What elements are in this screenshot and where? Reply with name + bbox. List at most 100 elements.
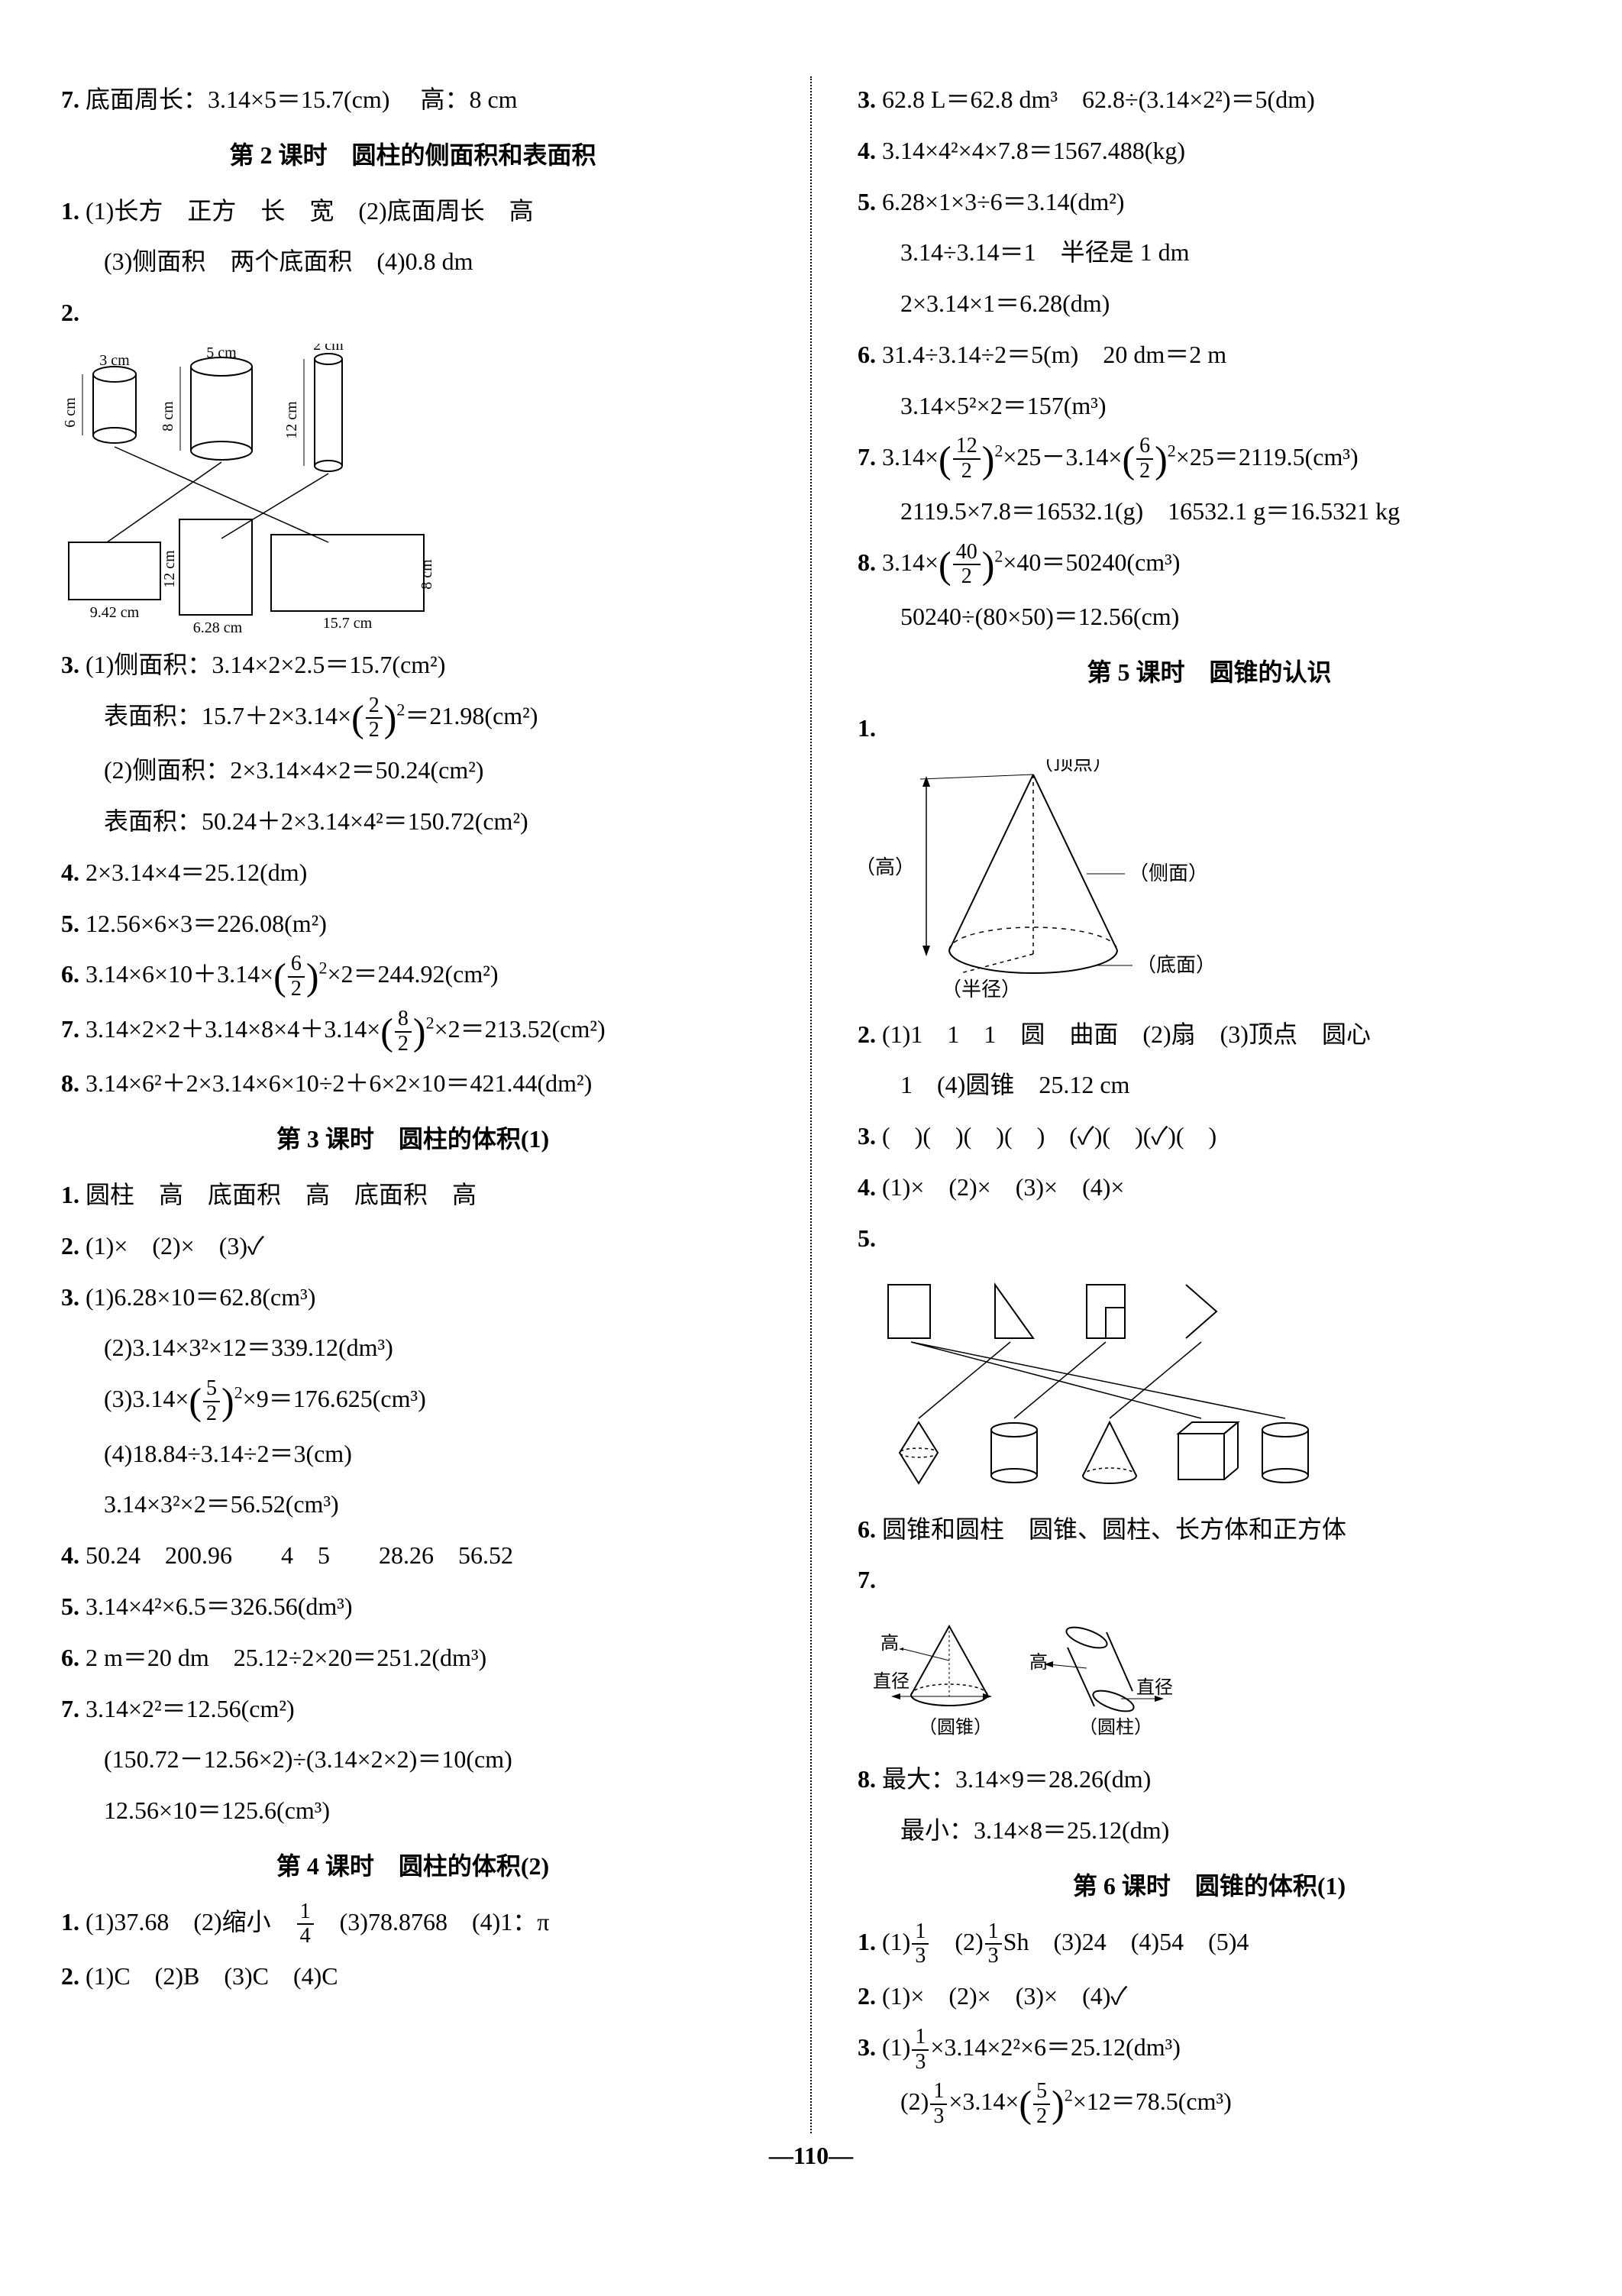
left-column: 7. 底面周长：3.14×5＝15.7(cm) 高：8 cm 第 2 课时 圆柱… [61, 76, 780, 2133]
question-number: 6. [61, 960, 79, 988]
answer-text: 6.28×1×3÷6＝3.14(dm²) [876, 188, 1124, 215]
svg-text:12 cm: 12 cm [161, 550, 178, 588]
answer-line: 6. 31.4÷3.14÷2＝5(m) 20 dm＝2 m [858, 331, 1561, 378]
answer-line: 7. 3.14×2²＝12.56(cm²) [61, 1686, 764, 1732]
answer-text: 3.14×2²＝12.56(cm²) [79, 1695, 295, 1722]
svg-text:高: 高 [1029, 1652, 1048, 1673]
svg-text:（侧面）: （侧面） [1129, 862, 1208, 884]
answer-text: (3)3.14× [104, 1385, 189, 1412]
svg-text:15.7 cm: 15.7 cm [323, 615, 373, 632]
question-number: 3. [61, 651, 79, 678]
answer-line: 表面积：15.7＋2×3.14×(22)2＝21.98(cm²) [61, 693, 764, 742]
svg-text:直径: 直径 [1136, 1677, 1173, 1698]
answer-text: (1)6.28×10＝62.8(cm³) [79, 1283, 315, 1311]
answer-line: 7. 3.14×2×2＋3.14×8×4＋3.14×(82)2×2＝213.52… [61, 1006, 764, 1056]
answer-text: (1)× (2)× (3)✓ [79, 1232, 264, 1260]
answer-line: 4. 2×3.14×4＝25.12(dm) [61, 849, 764, 896]
answer-line: 6. 圆锥和圆柱 圆锥、圆柱、长方体和正方体 [858, 1506, 1561, 1553]
svg-text:5 cm: 5 cm [206, 344, 237, 361]
answer-line: 4. 50.24 200.96 4 5 28.26 56.52 [61, 1532, 764, 1579]
question-number: 2. [858, 1982, 876, 2010]
svg-text:（圆锥）: （圆锥） [919, 1717, 992, 1738]
cone-diagram: （顶点） （高） （侧面） （底面） （半径） [858, 759, 1561, 1004]
answer-text: (3)78.8768 (4)1：π [315, 1908, 550, 1935]
question-number: 1. [61, 1181, 79, 1208]
right-column: 3. 62.8 L＝62.8 dm³ 62.8÷(3.14×2²)＝5(dm) … [842, 76, 1561, 2133]
answer-text: ×25＝2119.5(cm³) [1176, 443, 1359, 471]
answer-line: 最小：3.14×8＝25.12(dm) [858, 1807, 1561, 1854]
answer-text: ×3.14× [948, 2087, 1019, 2115]
svg-text:（圆柱）: （圆柱） [1079, 1717, 1152, 1738]
svg-text:9.42 cm: 9.42 cm [90, 604, 140, 621]
answer-text: 3.14× [876, 548, 939, 576]
answer-text: (1)长方 正方 长 宽 (2)底面周长 高 [79, 197, 534, 225]
section-heading: 第 2 课时 圆柱的侧面积和表面积 [61, 132, 764, 179]
section-heading: 第 4 课时 圆柱的体积(2) [61, 1843, 764, 1890]
answer-text: (1)侧面积：3.14×2×2.5＝15.7(cm²) [79, 651, 445, 678]
answer-line: 3. (1)侧面积：3.14×2×2.5＝15.7(cm²) [61, 642, 764, 688]
question-number: 3. [61, 1283, 79, 1311]
answer-text: 12.56×6×3＝226.08(m²) [79, 910, 327, 937]
answer-text: ＝21.98(cm²) [405, 702, 538, 729]
answer-line: 3. 62.8 L＝62.8 dm³ 62.8÷(3.14×2²)＝5(dm) [858, 76, 1561, 123]
question-number: 7. [61, 1695, 79, 1722]
svg-text:3 cm: 3 cm [99, 352, 130, 369]
answer-text: 3.14×6²＋2×3.14×6×10÷2＋6×2×10＝421.44(dm²) [79, 1069, 592, 1097]
answer-line: (150.72－12.56×2)÷(3.14×2×2)＝10(cm) [61, 1736, 764, 1783]
answer-text: 62.8 L＝62.8 dm³ 62.8÷(3.14×2²)＝5(dm) [876, 86, 1315, 113]
answer-line: 3. (1)6.28×10＝62.8(cm³) [61, 1274, 764, 1321]
answer-text: ×3.14×2²×6＝25.12(dm³) [930, 2033, 1181, 2061]
answer-text: (1)1 1 1 圆 曲面 (2)扇 (3)顶点 圆心 [876, 1020, 1371, 1048]
question-number: 6. [858, 341, 876, 368]
question-number: 7. [61, 1015, 79, 1043]
answer-line: 1. (1)13 (2)13Sh (3)24 (4)54 (5)4 [858, 1919, 1561, 1968]
answer-line: 12.56×10＝125.6(cm³) [61, 1787, 764, 1834]
answer-text: ×2＝244.92(cm²) [327, 960, 498, 988]
answer-line: (3)侧面积 两个底面积 (4)0.8 dm [61, 238, 764, 285]
page: 7. 底面周长：3.14×5＝15.7(cm) 高：8 cm 第 2 课时 圆柱… [61, 76, 1561, 2133]
answer-line: 5. 12.56×6×3＝226.08(m²) [61, 901, 764, 947]
svg-text:12 cm: 12 cm [283, 401, 300, 439]
answer-line: 1. 圆柱 高 底面积 高 底面积 高 [61, 1172, 764, 1218]
svg-text:（顶点）: （顶点） [1033, 759, 1113, 774]
question-number: 2. [61, 1232, 79, 1260]
answer-text: ×12＝78.5(cm³) [1073, 2087, 1232, 2115]
answer-line: 6. 2 m＝20 dm 25.12÷2×20＝251.2(dm³) [61, 1635, 764, 1681]
answer-line: 3.14÷3.14＝1 半径是 1 dm [858, 229, 1561, 276]
answer-line: 5. [858, 1215, 1561, 1262]
answer-line: 8. 3.14×6²＋2×3.14×6×10÷2＋6×2×10＝421.44(d… [61, 1060, 764, 1107]
section-heading: 第 3 课时 圆柱的体积(1) [61, 1116, 764, 1163]
answer-line: 8. 最大：3.14×9＝28.26(dm) [858, 1756, 1561, 1803]
answer-line: 50240÷(80×50)＝12.56(cm) [858, 593, 1561, 640]
answer-line: 2×3.14×1＝6.28(dm) [858, 280, 1561, 327]
answer-line: 8. 3.14×(402)2×40＝50240(cm³) [858, 539, 1561, 589]
section-heading: 第 6 课时 圆锥的体积(1) [858, 1863, 1561, 1910]
matching-diagram [858, 1269, 1561, 1499]
question-number: 1. [61, 1908, 79, 1935]
question-number: 1. [61, 197, 79, 225]
svg-text:6 cm: 6 cm [61, 558, 65, 588]
answer-text: 2 m＝20 dm 25.12÷2×20＝251.2(dm³) [79, 1644, 486, 1671]
question-number: 1. [858, 1928, 876, 1955]
question-number: 4. [858, 137, 876, 164]
question-number: 5. [858, 188, 876, 215]
answer-line: 4. (1)× (2)× (3)× (4)× [858, 1164, 1561, 1211]
svg-text:2 cm: 2 cm [313, 344, 344, 354]
answer-text: (2) [930, 1928, 983, 1955]
question-number: 2. [61, 299, 79, 326]
answer-line: 2. [61, 289, 764, 336]
question-number: 2. [858, 1020, 876, 1048]
answer-text: (1) [876, 2033, 910, 2061]
answer-text: Sh (3)24 (4)54 (5)4 [1003, 1928, 1249, 1955]
question-number: 5. [858, 1224, 876, 1252]
question-number: 4. [61, 1541, 79, 1569]
answer-line: 6. 3.14×6×10＋3.14×(62)2×2＝244.92(cm²) [61, 951, 764, 1001]
answer-text: ×2＝213.52(cm²) [435, 1015, 606, 1043]
svg-text:8 cm: 8 cm [160, 401, 176, 432]
answer-text: 50.24 200.96 4 5 28.26 56.52 [79, 1541, 513, 1569]
answer-text: (2) [900, 2087, 929, 2115]
answer-line: 3.14×3²×2＝56.52(cm³) [61, 1481, 764, 1528]
answer-text: 表面积：15.7＋2×3.14× [104, 702, 351, 729]
svg-text:6.28 cm: 6.28 cm [193, 619, 243, 634]
question-number: 8. [61, 1069, 79, 1097]
